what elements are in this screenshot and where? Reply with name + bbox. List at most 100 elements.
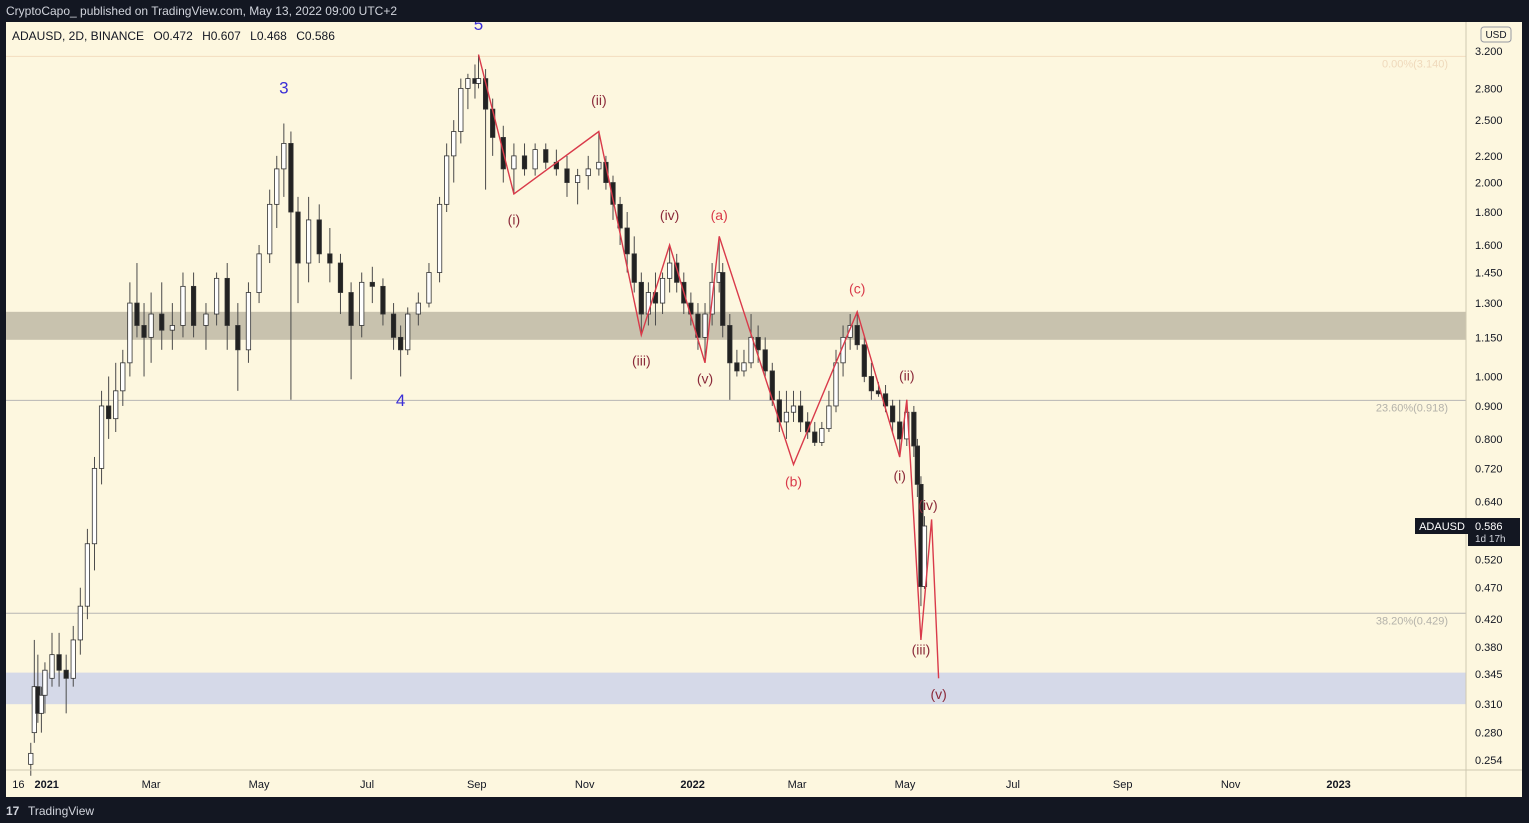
candle-body-up: [532, 149, 538, 170]
fib-level-label: 0.00%(3.140): [1382, 58, 1448, 70]
wave-label: (i): [893, 467, 905, 483]
time-tick-label: Mar: [142, 779, 161, 791]
time-tick-label: Jul: [1006, 779, 1020, 791]
wave-label: (i): [508, 212, 520, 228]
elliott-wave-line: [477, 54, 940, 679]
candle-body-up: [702, 313, 708, 338]
candle-body-up: [426, 272, 432, 304]
candle-body-up: [659, 277, 666, 304]
candle-body-down: [897, 421, 903, 440]
price-tick-label: 0.470: [1475, 583, 1503, 595]
currency-badge[interactable]: USD: [1480, 26, 1512, 43]
candle-body-down: [610, 182, 616, 205]
candle-body-down: [776, 399, 782, 423]
candle-body-up: [465, 78, 471, 89]
price-tick-label: 2.800: [1475, 83, 1503, 95]
candle-body-down: [348, 292, 354, 326]
wave-label: (iii): [912, 642, 931, 658]
low-value: L0.468: [250, 29, 287, 43]
price-tick-label: 1.150: [1475, 332, 1503, 344]
time-tick-label: Sep: [467, 779, 487, 791]
price-tag-value: 0.586: [1475, 521, 1503, 533]
open-value: O0.472: [153, 29, 193, 43]
support-zone: [6, 672, 1466, 705]
candle-body-down: [564, 168, 570, 183]
candle-body-up: [77, 605, 83, 641]
price-tag-box: [1468, 518, 1520, 547]
candle-body-up: [113, 390, 119, 420]
time-tick-label: Mar: [788, 779, 807, 791]
fib-level-label: 38.20%(0.429): [1376, 615, 1448, 627]
candle-body-up: [833, 362, 839, 407]
chart-area[interactable]: 0.00%(3.140) 23.60%(0.918) 38.20%(0.429) 3…: [6, 22, 1522, 797]
candle-body-down: [674, 262, 680, 283]
price-tag-countdown: 1d 17h: [1475, 534, 1506, 545]
candle-body-up: [667, 262, 673, 279]
price-tick-label: 2.200: [1475, 151, 1503, 163]
candle-body-down: [295, 211, 301, 264]
candle-body-down: [134, 302, 140, 326]
candle-body-down: [734, 362, 740, 372]
time-tick-label: Nov: [1221, 779, 1241, 791]
candle-body-down: [762, 349, 768, 372]
candle-body-down: [380, 285, 386, 315]
candle-body-up: [274, 168, 280, 205]
candle-body-up: [741, 362, 747, 372]
candle-body-up: [180, 285, 186, 326]
time-tick-label: 16: [12, 779, 24, 791]
candle-body-down: [631, 253, 637, 283]
candle-body-up: [49, 654, 55, 679]
wave-label: (v): [930, 686, 946, 702]
time-tick-label: May: [249, 779, 270, 791]
symbol-name: ADAUSD, 2D, BINANCE: [12, 29, 144, 43]
candle-body-up: [475, 78, 482, 84]
price-tick-label: 0.380: [1475, 642, 1503, 654]
candle-body-up: [213, 277, 220, 315]
wave-label: (iv): [918, 497, 937, 513]
price-tick-label: 0.420: [1475, 614, 1503, 626]
price-tick-label: 2.500: [1475, 115, 1503, 127]
time-axis[interactable]: 16 2021 Mar May Jul Sep Nov 2022 Mar May Jul Sep Nov…: [12, 779, 1351, 791]
candle-body-up: [256, 253, 262, 293]
candle-body-down: [911, 411, 917, 447]
wave-label: (b): [785, 473, 802, 489]
candle-body-up: [28, 752, 34, 765]
candle-body-down: [337, 262, 344, 293]
tradingview-logo-icon[interactable]: 17: [6, 804, 20, 818]
candle-body-up: [585, 168, 591, 177]
candle-body-down: [755, 336, 761, 351]
candle-body-down: [398, 336, 404, 351]
price-chart[interactable]: 0.00%(3.140) 23.60%(0.918) 38.20%(0.429) 3…: [6, 22, 1522, 797]
candle-body-up: [783, 411, 790, 423]
candle-body-up: [826, 405, 832, 430]
candle-body-up: [790, 405, 797, 413]
candle-body-up: [451, 131, 457, 157]
price-tick-label: 2.000: [1475, 178, 1503, 190]
symbol-legend[interactable]: ADAUSD, 2D, BINANCE O0.472 H0.607 L0.468…: [12, 29, 335, 43]
price-tick-label: 1.450: [1475, 268, 1503, 280]
candle-body-down: [890, 405, 896, 423]
price-tick-label: 0.520: [1475, 554, 1503, 566]
price-axis[interactable]: 3.200 2.800 2.500 2.200 2.000 1.800 1.600 1.450…: [1475, 46, 1503, 767]
candle-body-up: [847, 325, 853, 338]
wave-labels-layer: 3 4 5 (i) (ii) (iii) (iv) (v) (a) (b) (c) (ii) (i) (i…: [279, 22, 947, 702]
candle-body-up: [148, 313, 154, 338]
tradingview-brand[interactable]: TradingView: [28, 804, 95, 818]
price-tick-label: 1.000: [1475, 371, 1503, 383]
symbol-text: ADAUSD, 2D, BINANCE O0.472 H0.607 L0.468…: [12, 29, 335, 43]
candle-body-down: [617, 203, 623, 229]
candle-body-down: [521, 155, 528, 170]
time-tick-label: 2022: [680, 779, 704, 791]
candle-body-up: [748, 336, 754, 364]
time-tick-label: Sep: [1113, 779, 1133, 791]
candle-body-down: [288, 143, 294, 213]
candle-body-down: [159, 313, 165, 331]
plot-background: [6, 22, 1466, 770]
high-value: H0.607: [202, 29, 241, 43]
candle-body-down: [224, 277, 230, 326]
candle-body-up: [38, 694, 44, 714]
wave-label: (v): [697, 371, 713, 387]
candle-body-up: [921, 525, 928, 587]
candle-body-down: [190, 285, 197, 326]
candle-body-up: [458, 88, 464, 132]
